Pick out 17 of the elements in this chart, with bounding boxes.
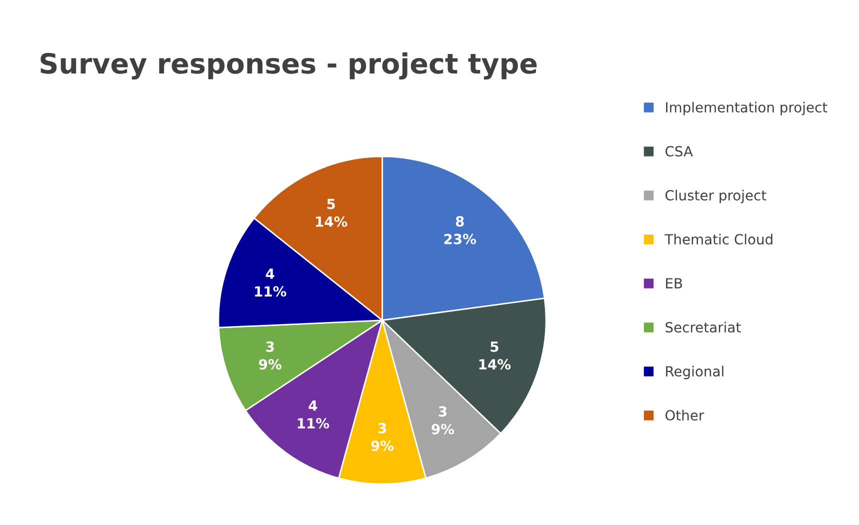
legend-label: Thematic Cloud: [664, 234, 772, 245]
legend-label: Secretariat: [666, 322, 741, 333]
data-label: 4 11%: [255, 268, 286, 297]
legend-label: EB: [666, 278, 682, 288]
data-label: 3 9%: [371, 422, 394, 452]
data-label: 5 14%: [316, 198, 348, 227]
data-label: 3 9%: [432, 406, 454, 434]
legend-label: Regional: [666, 366, 724, 380]
legend-label: Implementation project: [666, 102, 828, 116]
legend-label: CSA: [665, 146, 693, 157]
data-label: 4 11%: [298, 400, 330, 429]
data-label: 3 9%: [259, 341, 282, 370]
legend-label: Other: [665, 410, 704, 421]
chart-title: Survey responses - project type: [40, 52, 537, 80]
data-label: 8 23%: [444, 216, 476, 244]
data-label: 5 14%: [479, 342, 511, 370]
legend-label: Cluster project: [665, 190, 766, 204]
